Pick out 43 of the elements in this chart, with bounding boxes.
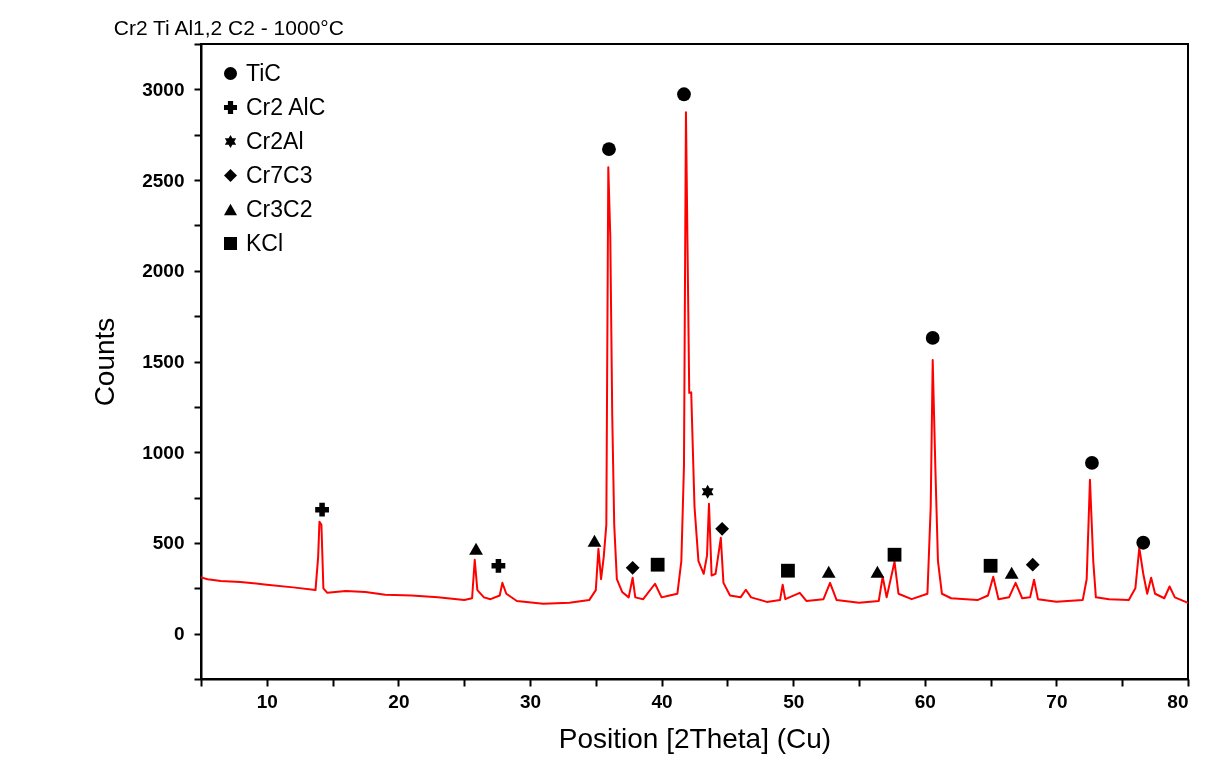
y-axis-title: Counts — [89, 317, 121, 407]
y-tick-label: 2000 — [142, 260, 185, 282]
x-tick-label: 30 — [519, 690, 542, 712]
x-tick-label: 70 — [1046, 690, 1068, 712]
point — [715, 521, 730, 536]
point — [925, 331, 940, 345]
x-tick-label: 60 — [914, 690, 936, 712]
legend-label: Cr2Al — [246, 127, 304, 154]
point — [602, 142, 616, 157]
chart-title: Cr2 Ti Al1,2 C2 - 1000°C — [113, 16, 344, 39]
point — [1025, 557, 1040, 572]
point — [315, 502, 329, 517]
point — [821, 565, 836, 578]
point — [677, 87, 691, 102]
legend-label: Cr2 AlC — [246, 93, 326, 120]
y-tick-label: 500 — [152, 532, 185, 554]
x-axis-title: Position [2Theta] (Cu) — [558, 722, 832, 754]
point — [491, 558, 506, 573]
point — [587, 534, 602, 547]
y-tick-label: 0 — [173, 623, 185, 645]
legend-label: TiC — [246, 59, 281, 86]
point — [469, 542, 483, 555]
point — [1004, 566, 1019, 579]
point — [887, 547, 902, 562]
y-tick-label: 1500 — [142, 351, 185, 372]
point — [870, 565, 885, 578]
point — [625, 560, 640, 575]
legend-label: KCl — [246, 229, 284, 256]
point — [1136, 535, 1151, 550]
x-tick-label: 50 — [783, 690, 805, 712]
x-tick-label: 20 — [388, 690, 410, 712]
y-tick-label: 1000 — [142, 441, 185, 463]
legend-label: Cr7C3 — [246, 161, 313, 188]
x-tick-label: 80 — [1167, 690, 1189, 712]
point — [1085, 456, 1099, 470]
y-tick-label: 2500 — [142, 169, 185, 191]
point — [983, 558, 998, 573]
point — [781, 563, 795, 578]
point — [650, 557, 665, 572]
legend-label: Cr3C2 — [246, 195, 313, 222]
y-tick-label: 3000 — [142, 78, 185, 100]
x-tick-label: 40 — [651, 690, 673, 712]
x-tick-label: 10 — [256, 690, 278, 712]
